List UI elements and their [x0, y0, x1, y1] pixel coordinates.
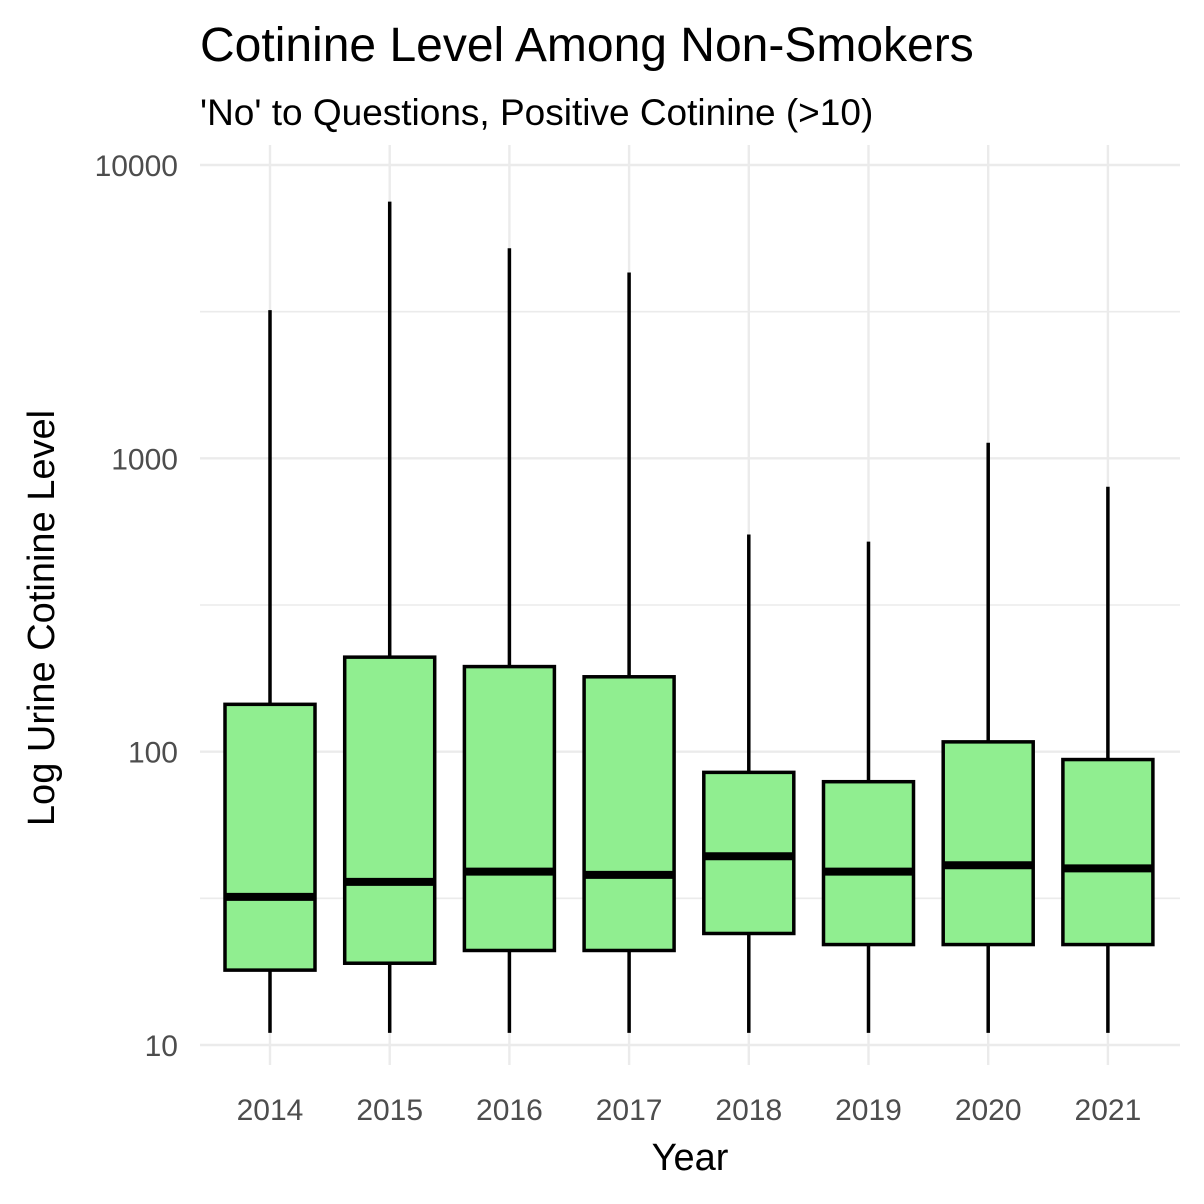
y-axis-title: Log Urine Cotinine Level: [21, 410, 63, 826]
y-tick-label: 100: [128, 737, 178, 770]
box-iqr: [1061, 757, 1155, 947]
box-2020: [941, 442, 1035, 1033]
x-axis-title: Year: [652, 1137, 729, 1179]
box-2018: [702, 534, 796, 1033]
x-tick-label: 2019: [835, 1094, 902, 1127]
x-tick-label: 2017: [596, 1094, 663, 1127]
x-tick-label: 2016: [476, 1094, 543, 1127]
x-axis-ticks: 2014 2015 2016 2017 2018 2019 2020 2021: [237, 1094, 1142, 1127]
box-iqr: [223, 702, 317, 972]
y-tick-label: 10000: [95, 150, 178, 183]
box-2015: [342, 201, 437, 1033]
box-2014: [223, 310, 317, 1033]
x-tick-label: 2015: [356, 1094, 423, 1127]
boxes: [223, 201, 1155, 1033]
box-iqr: [342, 655, 437, 965]
x-tick-label: 2021: [1075, 1094, 1142, 1127]
chart-title: Cotinine Level Among Non-Smokers: [200, 19, 974, 72]
box-iqr: [462, 664, 557, 953]
box-2016: [462, 248, 557, 1033]
y-axis-ticks: 10 100 1000 10000: [95, 150, 178, 1063]
box-iqr: [941, 740, 1035, 947]
chart-subtitle: 'No' to Questions, Positive Cotinine (>1…: [200, 92, 874, 133]
box-2019: [821, 541, 916, 1033]
x-tick-label: 2018: [715, 1094, 782, 1127]
y-tick-label: 1000: [111, 443, 178, 476]
box-2017: [582, 272, 676, 1033]
box-iqr: [821, 779, 916, 947]
x-tick-label: 2014: [237, 1094, 304, 1127]
y-tick-label: 10: [145, 1030, 178, 1063]
x-tick-label: 2020: [955, 1094, 1022, 1127]
box-iqr: [582, 675, 676, 953]
box-2021: [1061, 486, 1155, 1033]
